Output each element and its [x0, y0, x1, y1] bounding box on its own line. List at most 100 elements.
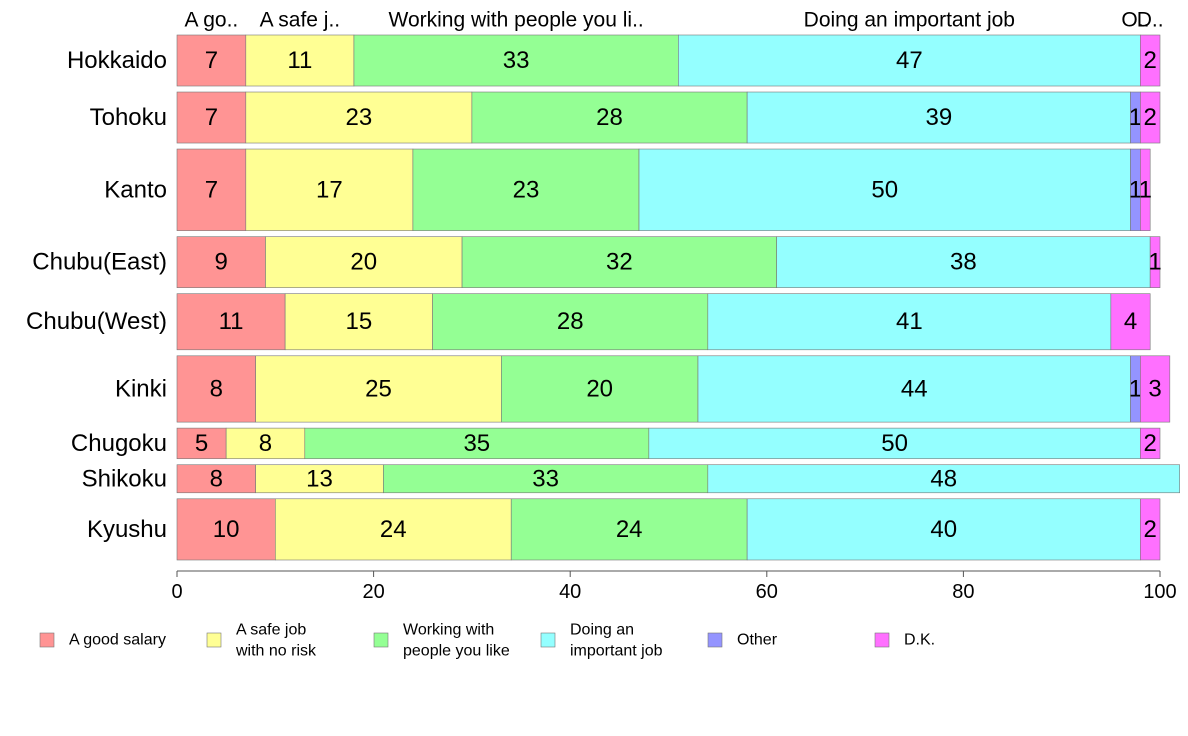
legend: A good salary A safe job with no risk Worki… — [39, 622, 935, 660]
bar-segment-tohoku-d-k — [1140, 91, 1161, 144]
legend-item-doing-an-important-job: Doing an important job — [540, 622, 663, 660]
top-label-d-k: D.. — [1137, 9, 1164, 32]
data-label: 3 — [1148, 375, 1161, 402]
bar-segment-tohoku-doing-an-important-job — [746, 91, 1131, 144]
bar-segment-chubu-east-d-k — [1149, 236, 1161, 288]
legend-item-d-k: D.K. — [874, 632, 935, 649]
x-tick-label: 0 — [171, 581, 182, 603]
bar-segment-tohoku-a-good-salary — [176, 91, 247, 144]
bar-row-chugoku: 5 8 35 50 2 — [176, 427, 1161, 460]
data-label: 15 — [346, 308, 373, 335]
legend-item-working-with-people-you-like: Working with people you like — [373, 622, 510, 660]
bar-segment-chubu-east-working-with-people-you-like — [461, 236, 777, 288]
x-tick-label: 20 — [362, 581, 384, 603]
data-label: 7 — [205, 104, 218, 131]
legend-swatch — [707, 632, 723, 648]
bar-segment-kyushu-working-with-people-you-like — [510, 498, 748, 561]
data-label: 2 — [1143, 516, 1156, 543]
bar-segment-kanto-a-good-salary — [176, 148, 247, 231]
legend-swatch — [540, 632, 556, 648]
bar-row-kinki: 8 25 20 44 1 3 — [176, 355, 1171, 423]
data-label: 11 — [219, 308, 244, 335]
data-label: 2 — [1143, 104, 1156, 131]
bar-row-kanto: 7 17 23 50 11 — [176, 148, 1152, 231]
data-label: 23 — [346, 104, 373, 131]
bar-segment-shikoku-a-safe-job-with-no-risk — [255, 464, 384, 494]
data-label: 35 — [463, 430, 490, 457]
bar-segment-kanto-a-safe-job-with-no-risk — [245, 148, 414, 231]
bar-segment-kanto-d-k — [1140, 148, 1151, 231]
category-label-shikoku: Shikoku — [82, 465, 167, 492]
category-label-kinki: Kinki — [115, 375, 167, 402]
bar-segment-kinki-a-safe-job-with-no-risk — [255, 355, 502, 423]
data-label: 38 — [950, 249, 977, 276]
bars-group: 7 11 33 47 27 23 28 39 1 27 17 23 50 119 20 32 38 111 15 28… — [176, 34, 1180, 561]
data-label: 33 — [532, 465, 559, 492]
bar-segment-hokkaido-doing-an-important-job — [678, 34, 1141, 87]
top-series-labels: A go.. A safe j.. Working with people you … — [185, 9, 1164, 32]
category-label-kyushu: Kyushu — [87, 516, 167, 543]
bar-segment-kinki-a-good-salary — [176, 355, 256, 423]
data-label: 32 — [606, 249, 633, 276]
bar-segment-chubu-west-doing-an-important-job — [707, 293, 1112, 351]
data-label: 10 — [213, 516, 240, 543]
category-label-chugoku: Chugoku — [71, 430, 167, 457]
data-label: 24 — [380, 516, 407, 543]
data-label: 17 — [316, 176, 343, 203]
legend-label: with no risk — [235, 643, 317, 660]
data-label: 40 — [930, 516, 957, 543]
data-label: 2 — [1143, 430, 1156, 457]
bar-segment-kyushu-doing-an-important-job — [746, 498, 1141, 561]
x-tick-label: 80 — [952, 581, 974, 603]
bar-segment-chubu-west-d-k — [1110, 293, 1151, 351]
data-label: 50 — [871, 176, 898, 203]
data-label: 48 — [930, 465, 957, 492]
legend-label: D.K. — [904, 632, 935, 649]
data-label: 28 — [557, 308, 584, 335]
bar-segment-chubu-east-a-good-salary — [176, 236, 266, 288]
bar-row-chubu-west: 11 15 28 41 4 — [176, 293, 1151, 351]
data-label: 2 — [1143, 47, 1156, 74]
bar-row-kyushu: 10 24 24 40 2 — [176, 498, 1161, 561]
data-label: 1 — [1129, 176, 1142, 203]
bar-segment-kyushu-a-good-salary — [176, 498, 276, 561]
top-label-working-with-people-you-like: Working with people you li.. — [389, 9, 644, 32]
x-tick-label: 60 — [756, 581, 778, 603]
data-label: 41 — [896, 308, 923, 335]
category-label-chubu-east: Chubu(East) — [32, 249, 167, 276]
x-axis: 0 20 40 60 80 100 — [171, 570, 1177, 603]
category-label-tohoku: Tohoku — [90, 104, 167, 131]
bar-segment-chubu-east-a-safe-job-with-no-risk — [265, 236, 463, 288]
bar-segment-chubu-east-doing-an-important-job — [776, 236, 1151, 288]
bar-segment-hokkaido-d-k — [1140, 34, 1161, 87]
top-label-other: O.. — [1121, 9, 1149, 32]
category-label-chubu-west: Chubu(West) — [26, 308, 167, 335]
legend-label: people you like — [403, 643, 510, 660]
bar-segment-kinki-doing-an-important-job — [697, 355, 1131, 423]
bar-segment-chugoku-a-good-salary — [176, 427, 227, 460]
data-label: 33 — [503, 47, 530, 74]
x-tick-label: 40 — [559, 581, 581, 603]
bar-segment-kinki-working-with-people-you-like — [501, 355, 699, 423]
bar-row-tohoku: 7 23 28 39 1 2 — [176, 91, 1161, 144]
data-label: 24 — [616, 516, 643, 543]
bar-segment-kinki-d-k — [1140, 355, 1171, 423]
data-label: 8 — [259, 430, 272, 457]
top-label-a-safe-job-with-no-risk: A safe j.. — [260, 9, 341, 32]
bar-segment-chubu-west-working-with-people-you-like — [432, 293, 709, 351]
bar-segment-chugoku-d-k — [1140, 427, 1161, 460]
legend-label: important job — [570, 643, 663, 660]
bar-segment-tohoku-a-safe-job-with-no-risk — [245, 91, 473, 144]
data-label: 4 — [1124, 308, 1137, 335]
bar-segment-chugoku-a-safe-job-with-no-risk — [225, 427, 306, 460]
legend-label: Other — [737, 632, 778, 649]
data-label: 8 — [210, 465, 223, 492]
bar-segment-kyushu-d-k — [1140, 498, 1161, 561]
bar-segment-shikoku-doing-an-important-job — [707, 464, 1180, 494]
data-label: 9 — [215, 249, 228, 276]
legend-label: A good salary — [69, 632, 166, 649]
bar-segment-chubu-west-a-good-salary — [176, 293, 286, 351]
data-label: 7 — [205, 47, 218, 74]
data-label: 50 — [881, 430, 908, 457]
bar-segment-shikoku-working-with-people-you-like — [383, 464, 709, 494]
